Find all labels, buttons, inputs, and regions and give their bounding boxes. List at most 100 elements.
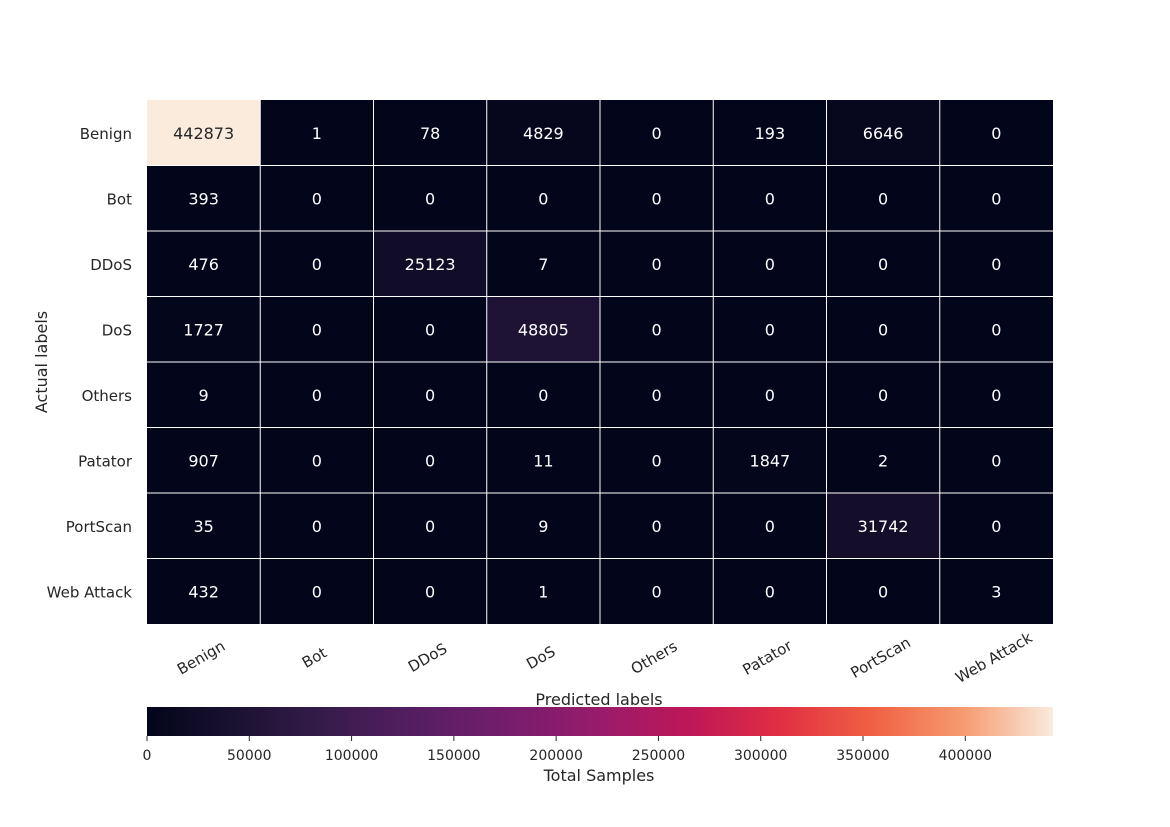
cell-value-label: 0 [991,451,1001,470]
x-tick-labels: Benign Bot DDoS DoS Others Patator PortScan Web… [174,628,1036,686]
cell-value-label: 6646 [863,124,904,143]
x-tick-label: Bot [299,643,330,671]
heatmap-cell [373,231,487,297]
cell-value-label: 0 [538,189,548,208]
cell-value-label: 0 [991,320,1001,339]
heatmap-cell [486,296,600,362]
cell-gridlines [147,100,1053,624]
heatmap-cell [260,427,374,493]
heatmap-cell [939,165,1053,231]
x-tick-label: Web Attack [952,628,1035,686]
heatmap-cell [260,558,374,624]
cell-value-label: 1727 [183,320,224,339]
cell-value-label: 1847 [750,451,791,470]
cell-value-label: 0 [425,386,435,405]
cell-value-label: 0 [312,582,322,601]
heatmap-cell [147,165,261,231]
cell-value-label: 0 [652,320,662,339]
heatmap-cell [147,493,261,559]
cell-value-label: 907 [188,451,219,470]
heatmap-cell [147,231,261,297]
heatmap-cell [826,427,940,493]
heatmap-cell [713,100,827,166]
heatmap-cell [826,362,940,428]
cell-value-label: 11 [533,451,553,470]
heatmap-cell [486,165,600,231]
heatmap-cell [600,427,714,493]
y-tick-label: Bot [107,190,132,208]
cell-value-label: 48805 [518,320,569,339]
y-tick-labels: Benign Bot DDoS DoS Others Patator PortScan Web… [47,125,133,602]
heatmap-cell [939,493,1053,559]
x-tick-label: DDoS [405,639,450,675]
x-tick-label: PortScan [847,633,913,682]
heatmap-cell [373,427,487,493]
x-tick-label: Benign [174,637,228,679]
cell-value-label: 0 [425,320,435,339]
x-tick-label: DoS [523,642,558,673]
cell-value-label: 25123 [405,255,456,274]
heatmap-cell [939,427,1053,493]
cell-value-label: 0 [991,386,1001,405]
cell-value-label: 0 [312,320,322,339]
cell-value-label: 0 [765,582,775,601]
cell-value-label: 0 [652,582,662,601]
x-tick-label: Others [628,637,681,678]
cell-value-label: 0 [765,255,775,274]
heatmap-cell [147,558,261,624]
cell-value-label: 0 [991,124,1001,143]
heatmap-cell [939,558,1053,624]
heatmap-cell [600,493,714,559]
cell-value-label: 0 [652,189,662,208]
heatmap-cell [486,493,600,559]
cell-value-label: 0 [878,386,888,405]
colorbar-label: Total Samples [543,766,655,785]
heatmap-cell [713,231,827,297]
cell-value-label: 0 [652,386,662,405]
y-tick-label: PortScan [66,518,132,536]
heatmap-cell [373,558,487,624]
cell-value-label: 0 [878,255,888,274]
cell-value-label: 0 [312,517,322,536]
colorbar [147,707,1053,736]
y-tick-label: Web Attack [47,583,133,601]
cell-value-label: 476 [188,255,219,274]
heatmap-cell [600,165,714,231]
heatmap-cell [260,362,374,428]
colorbar-tick-label: 0 [143,748,152,764]
heatmap-cell [373,100,487,166]
heatmap-cell [260,165,374,231]
heatmap-cell [260,493,374,559]
heatmap-cell [713,165,827,231]
cell-value-label: 0 [425,451,435,470]
cell-value-label: 0 [652,517,662,536]
cell-value-label: 0 [991,255,1001,274]
heatmap-cell [147,362,261,428]
colorbar-tick-label: 200000 [529,748,582,764]
y-tick-label: Benign [80,125,132,143]
y-axis-label: Actual labels [32,311,51,413]
cell-value-label: 78 [420,124,440,143]
cell-value-label: 0 [765,386,775,405]
cell-value-label: 0 [878,582,888,601]
heatmap-cell [486,558,600,624]
cell-value-label: 432 [188,582,219,601]
x-tick-label: Patator [740,636,796,679]
colorbar-tick-label: 250000 [632,748,685,764]
y-tick-label: DDoS [90,256,132,274]
heatmap-cell [826,493,940,559]
cell-value-label: 4829 [523,124,564,143]
cell-value-label: 0 [652,124,662,143]
heatmap-cell [713,296,827,362]
cell-value-label: 393 [188,189,219,208]
heatmap-cell [260,100,374,166]
heatmap-cell [826,100,940,166]
cell-value-label: 193 [755,124,786,143]
heatmap-cell [826,558,940,624]
heatmap-cell [486,100,600,166]
cell-value-label: 0 [312,386,322,405]
colorbar-tick-label: 300000 [734,748,787,764]
heatmap-cell [486,362,600,428]
heatmap-cell [260,296,374,362]
heatmap-cell [600,100,714,166]
